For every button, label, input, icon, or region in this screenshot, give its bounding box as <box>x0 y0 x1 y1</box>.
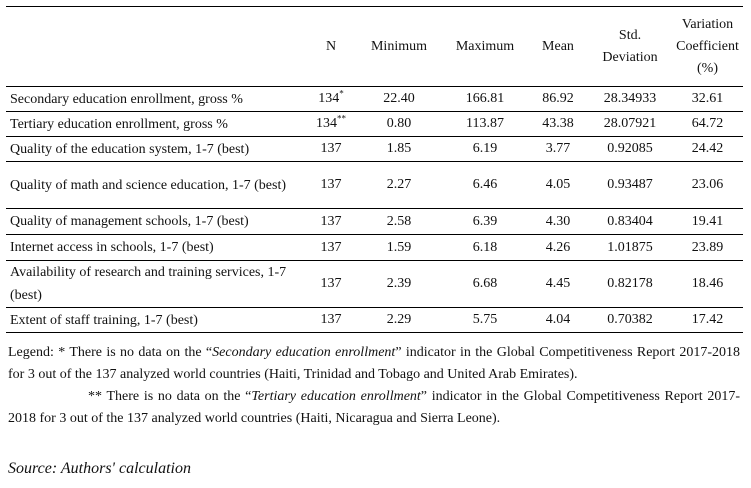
table-legend: Legend: * There is no data on the “Secon… <box>8 342 740 430</box>
cell-mean: 3.77 <box>545 141 571 156</box>
n-value: 134 <box>318 91 340 106</box>
row-label: Availability of research and training se… <box>10 265 287 303</box>
cell-n: 137 <box>320 177 342 192</box>
header-maximum: Maximum <box>455 38 515 54</box>
cell-minimum: 2.29 <box>386 312 412 327</box>
cell-minimum: 2.58 <box>386 213 412 229</box>
cell-maximum: 6.39 <box>472 213 498 229</box>
cell-variation-coefficient: 32.61 <box>691 91 724 106</box>
row-label: Quality of the education system, 1-7 (be… <box>10 141 250 157</box>
header-n: N <box>325 38 337 54</box>
cell-maximum: 6.19 <box>472 141 498 156</box>
header-std-deviation: Std. Deviation <box>602 27 658 65</box>
cell-n: 137 <box>320 213 342 229</box>
cell-maximum: 6.46 <box>472 177 498 192</box>
legend-note-tertiary: ** There is no data on the “Tertiary edu… <box>8 386 740 430</box>
table-body: Secondary education enrollment, gross % … <box>6 87 743 333</box>
cell-variation-coefficient: 19.41 <box>691 213 724 229</box>
row-label: Tertiary education enrollment, gross % <box>10 116 228 132</box>
legend-note-text: Legend: * There is no data on the “ <box>8 345 213 360</box>
header-indicator <box>6 7 306 87</box>
row-label: Secondary education enrollment, gross % <box>10 91 243 107</box>
legend-note-text: ” indicator in the Global Competitivenes… <box>8 389 740 426</box>
cell-variation-coefficient: 18.46 <box>691 276 724 291</box>
cell-minimum: 1.59 <box>386 239 412 255</box>
cell-std-deviation: 28.07921 <box>603 116 657 131</box>
cell-minimum: 0.80 <box>386 116 412 131</box>
cell-mean: 86.92 <box>542 91 574 106</box>
table-row: Tertiary education enrollment, gross % 1… <box>6 112 743 137</box>
row-label: Internet access in schools, 1-7 (best) <box>10 240 214 255</box>
table-row: Availability of research and training se… <box>6 261 743 308</box>
table-row: Secondary education enrollment, gross % … <box>6 87 743 112</box>
header-minimum: Minimum <box>370 38 427 54</box>
footnote-mark: * <box>339 88 344 99</box>
cell-n: 137 <box>320 239 342 255</box>
cell-variation-coefficient: 23.06 <box>691 177 724 192</box>
footnote-mark: ** <box>337 113 346 124</box>
n-value: 134 <box>316 116 337 131</box>
cell-n: 137 <box>320 141 342 156</box>
cell-variation-coefficient: 64.72 <box>691 116 724 131</box>
cell-maximum: 166.81 <box>465 91 505 106</box>
cell-minimum: 1.85 <box>386 141 412 156</box>
cell-std-deviation: 0.92085 <box>607 141 653 156</box>
table-row: Internet access in schools, 1-7 (best) 1… <box>6 235 743 261</box>
row-label: Extent of staff training, 1-7 (best) <box>10 312 198 328</box>
cell-minimum: 2.39 <box>386 276 412 291</box>
table-row: Quality of management schools, 1-7 (best… <box>6 209 743 235</box>
cell-maximum: 5.75 <box>472 312 498 327</box>
cell-variation-coefficient: 24.42 <box>691 141 724 156</box>
source-note: Source: Authors' calculation <box>8 460 191 477</box>
header-row: N Minimum Maximum Mean Std. Deviation Va… <box>6 6 743 87</box>
legend-note-secondary: Legend: * There is no data on the “Secon… <box>8 342 740 386</box>
legend-note-indicator: Tertiary education enrollment <box>251 389 421 404</box>
legend-note-indicator: Secondary education enrollment <box>212 345 396 360</box>
cell-maximum: 6.18 <box>472 239 498 255</box>
cell-mean: 4.30 <box>545 213 571 229</box>
cell-std-deviation: 0.93487 <box>607 177 653 192</box>
legend-note-text: ** There is no data on the “ <box>88 389 252 404</box>
cell-n: 137 <box>320 312 342 327</box>
table-row: Quality of the education system, 1-7 (be… <box>6 137 743 162</box>
cell-variation-coefficient: 17.42 <box>691 312 724 327</box>
cell-std-deviation: 0.82178 <box>607 276 653 291</box>
cell-std-deviation: 1.01875 <box>607 239 653 255</box>
cell-n: 134* <box>306 87 356 112</box>
cell-std-deviation: 0.83404 <box>607 213 653 229</box>
cell-mean: 4.26 <box>545 239 571 255</box>
cell-variation-coefficient: 23.89 <box>691 239 724 255</box>
table-row: Quality of math and science education, 1… <box>6 162 743 209</box>
cell-std-deviation: 0.70382 <box>607 312 653 327</box>
cell-mean: 43.38 <box>542 116 574 131</box>
legend-note-text: ” indicator in the Global Competitivenes… <box>8 345 741 382</box>
cell-maximum: 6.68 <box>472 276 498 291</box>
row-label: Quality of management schools, 1-7 (best… <box>10 214 249 229</box>
cell-n: 134** <box>306 112 356 137</box>
row-label: Quality of math and science education, 1… <box>10 177 287 193</box>
header-variation-coefficient: Variation Coefficient (%) <box>676 16 739 76</box>
header-mean: Mean <box>542 38 574 54</box>
cell-mean: 4.04 <box>545 312 571 327</box>
descriptive-statistics-table: N Minimum Maximum Mean Std. Deviation Va… <box>6 6 743 333</box>
cell-minimum: 22.40 <box>383 91 415 106</box>
cell-std-deviation: 28.34933 <box>603 91 657 106</box>
statistics-table-container: N Minimum Maximum Mean Std. Deviation Va… <box>6 6 743 333</box>
cell-maximum: 113.87 <box>466 116 504 131</box>
cell-minimum: 2.27 <box>386 177 412 192</box>
cell-mean: 4.45 <box>545 276 571 291</box>
table-row: Extent of staff training, 1-7 (best) 137… <box>6 308 743 333</box>
cell-mean: 4.05 <box>545 177 571 192</box>
cell-n: 137 <box>320 276 342 291</box>
